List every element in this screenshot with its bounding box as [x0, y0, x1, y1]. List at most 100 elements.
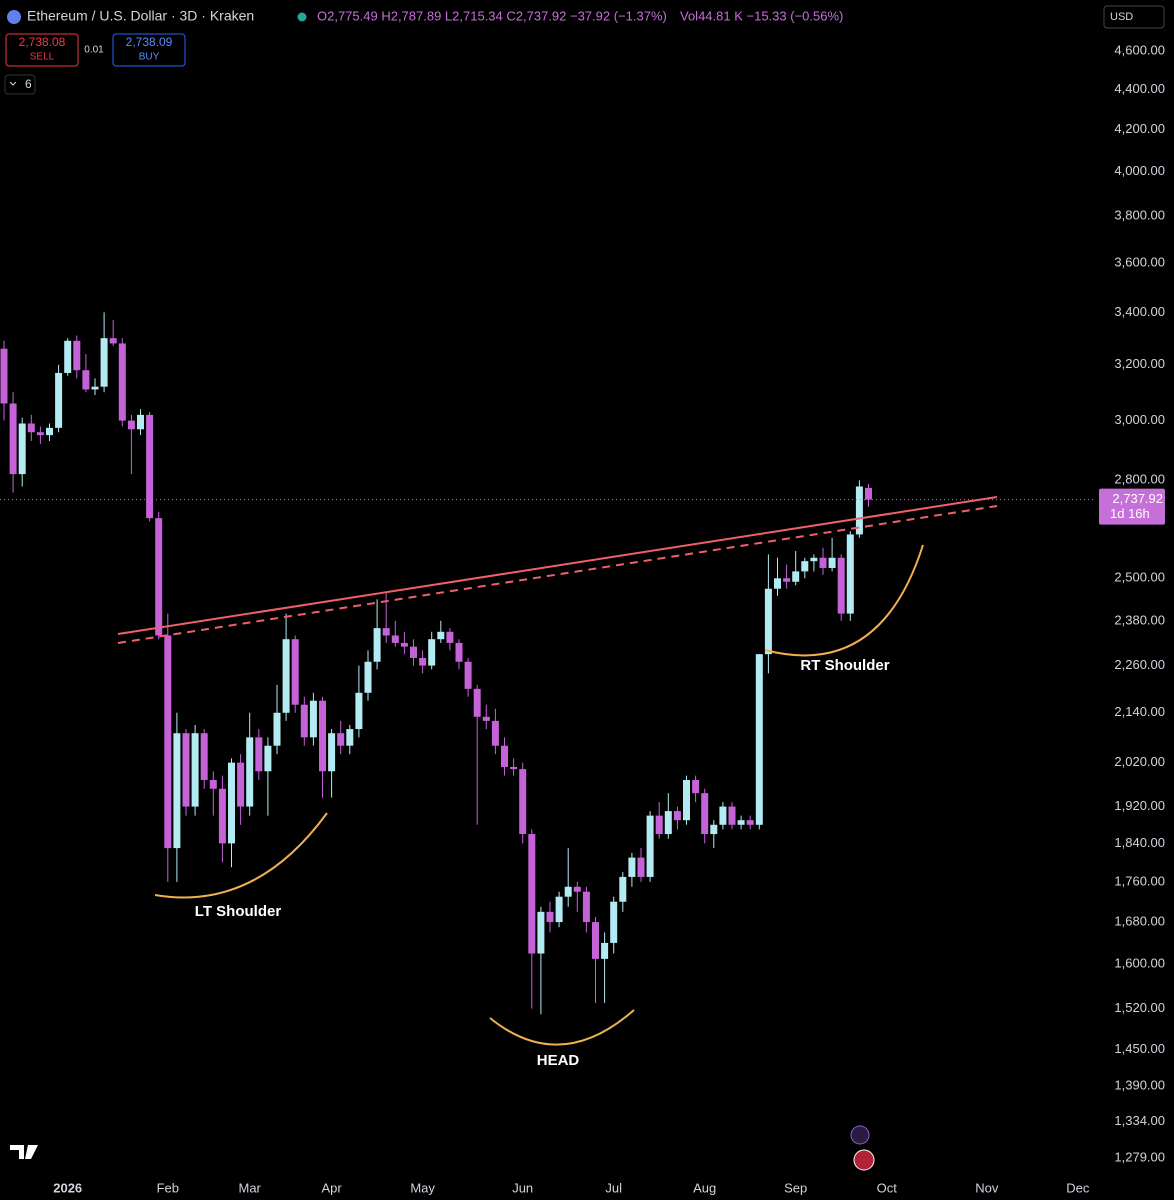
candle-body — [246, 737, 254, 807]
candle-body — [173, 733, 181, 849]
candle-body — [519, 769, 527, 835]
candle-body — [64, 340, 72, 373]
candle-body — [400, 642, 408, 647]
candle-body — [810, 557, 818, 562]
candle-body — [601, 942, 609, 959]
candle-body — [701, 793, 709, 835]
candle-body — [328, 733, 336, 772]
x-tick-label: Jul — [605, 1180, 622, 1195]
candle-body — [510, 766, 518, 770]
candle-body — [655, 815, 663, 835]
y-tick-label: 1,279.00 — [1114, 1149, 1165, 1164]
candle-body — [592, 922, 599, 959]
event-icon[interactable] — [853, 1149, 875, 1171]
candle-body — [273, 712, 281, 746]
y-tick-label: 1,390.00 — [1114, 1077, 1165, 1092]
x-tick-label: Jun — [512, 1180, 533, 1195]
x-tick-label: Mar — [239, 1180, 262, 1195]
y-tick-label: 4,200.00 — [1114, 121, 1165, 136]
candle-body — [9, 403, 17, 475]
candle-body — [137, 414, 144, 430]
candle-body — [437, 631, 445, 640]
candle-body — [774, 578, 781, 589]
candle-body — [319, 700, 326, 772]
candle-body — [610, 901, 618, 943]
annotations: LT Shoulder HEAD RT Shoulder — [117, 496, 998, 1069]
candle-body — [637, 857, 645, 877]
candle-body — [573, 886, 581, 892]
candle-body — [73, 340, 81, 371]
candle-body — [628, 857, 636, 877]
x-tick-label: 2026 — [53, 1180, 82, 1195]
arc — [489, 1009, 635, 1046]
candle-body — [309, 700, 317, 738]
candle-body — [646, 815, 654, 877]
buy-price: 2,738.09 — [126, 35, 173, 49]
y-tick-label: 4,000.00 — [1114, 163, 1165, 178]
spread: 0.01 — [84, 45, 104, 56]
candle-body — [346, 729, 354, 746]
currency-select[interactable] — [1103, 5, 1165, 29]
y-tick-label: 4,400.00 — [1114, 81, 1165, 96]
candle-body — [564, 886, 572, 897]
candle-body — [255, 737, 263, 772]
candle-body — [228, 762, 235, 844]
y-tick-label: 1,760.00 — [1114, 873, 1165, 888]
candle-body — [619, 876, 627, 902]
candle-body — [55, 372, 63, 428]
candle-body — [18, 423, 26, 475]
y-tick-label: 1,450.00 — [1114, 1041, 1165, 1056]
candle-body — [209, 779, 217, 789]
buy-label: BUY — [139, 52, 160, 63]
indicator-toggle[interactable] — [4, 74, 36, 95]
y-tick-label: 1,840.00 — [1114, 835, 1165, 850]
candle-body — [446, 631, 454, 643]
candle-body — [91, 386, 99, 390]
y-tick-label: 2,140.00 — [1114, 704, 1165, 719]
candle-body — [491, 720, 499, 746]
y-tick-label: 3,800.00 — [1114, 208, 1165, 223]
y-tick-label: 1,600.00 — [1114, 956, 1165, 971]
y-tick-label: 1,920.00 — [1114, 798, 1165, 813]
candle-body — [0, 348, 8, 404]
candle-body — [200, 733, 208, 780]
sell-button[interactable] — [5, 33, 79, 67]
y-tick-label: 3,400.00 — [1114, 304, 1165, 319]
price-label-bg — [1099, 488, 1165, 525]
candle-body — [237, 762, 245, 807]
x-tick-label: May — [410, 1180, 435, 1195]
y-tick-label: 3,200.00 — [1114, 356, 1165, 371]
y-tick-label: 1,334.00 — [1114, 1113, 1165, 1128]
annotation: HEAD — [537, 1052, 580, 1069]
x-tick-label: Sep — [784, 1180, 807, 1195]
buy-button[interactable] — [112, 33, 186, 67]
candle-body — [755, 654, 763, 825]
y-tick-label: 1,520.00 — [1114, 1000, 1165, 1015]
candle-body — [546, 911, 554, 923]
x-tick-label: Apr — [321, 1180, 342, 1195]
price-label: 2,737.92 — [1112, 491, 1163, 506]
candle-body — [337, 733, 345, 746]
eth-icon — [7, 10, 21, 24]
candle-body — [36, 432, 44, 436]
volume-legend: Vol44.81 K −15.33 (−0.56%) — [680, 8, 843, 23]
candle-body — [182, 733, 190, 807]
candle-body — [801, 561, 809, 572]
candle-body — [683, 779, 690, 821]
sell-price: 2,738.08 — [19, 35, 66, 49]
x-tick-label: Dec — [1066, 1180, 1090, 1195]
candle-body — [837, 557, 845, 614]
candle-body — [582, 891, 590, 923]
annotation: RT Shoulder — [800, 657, 889, 674]
y-tick-label: 2,500.00 — [1114, 570, 1165, 585]
candle-body — [155, 518, 163, 636]
event-icon[interactable] — [850, 1125, 870, 1145]
candle-body — [355, 692, 363, 730]
candle-body — [673, 811, 681, 821]
candle-body — [482, 716, 490, 721]
x-tick-label: Oct — [877, 1180, 898, 1195]
candle-body — [291, 639, 299, 705]
candle-body — [373, 628, 381, 662]
candle-body — [464, 661, 472, 689]
